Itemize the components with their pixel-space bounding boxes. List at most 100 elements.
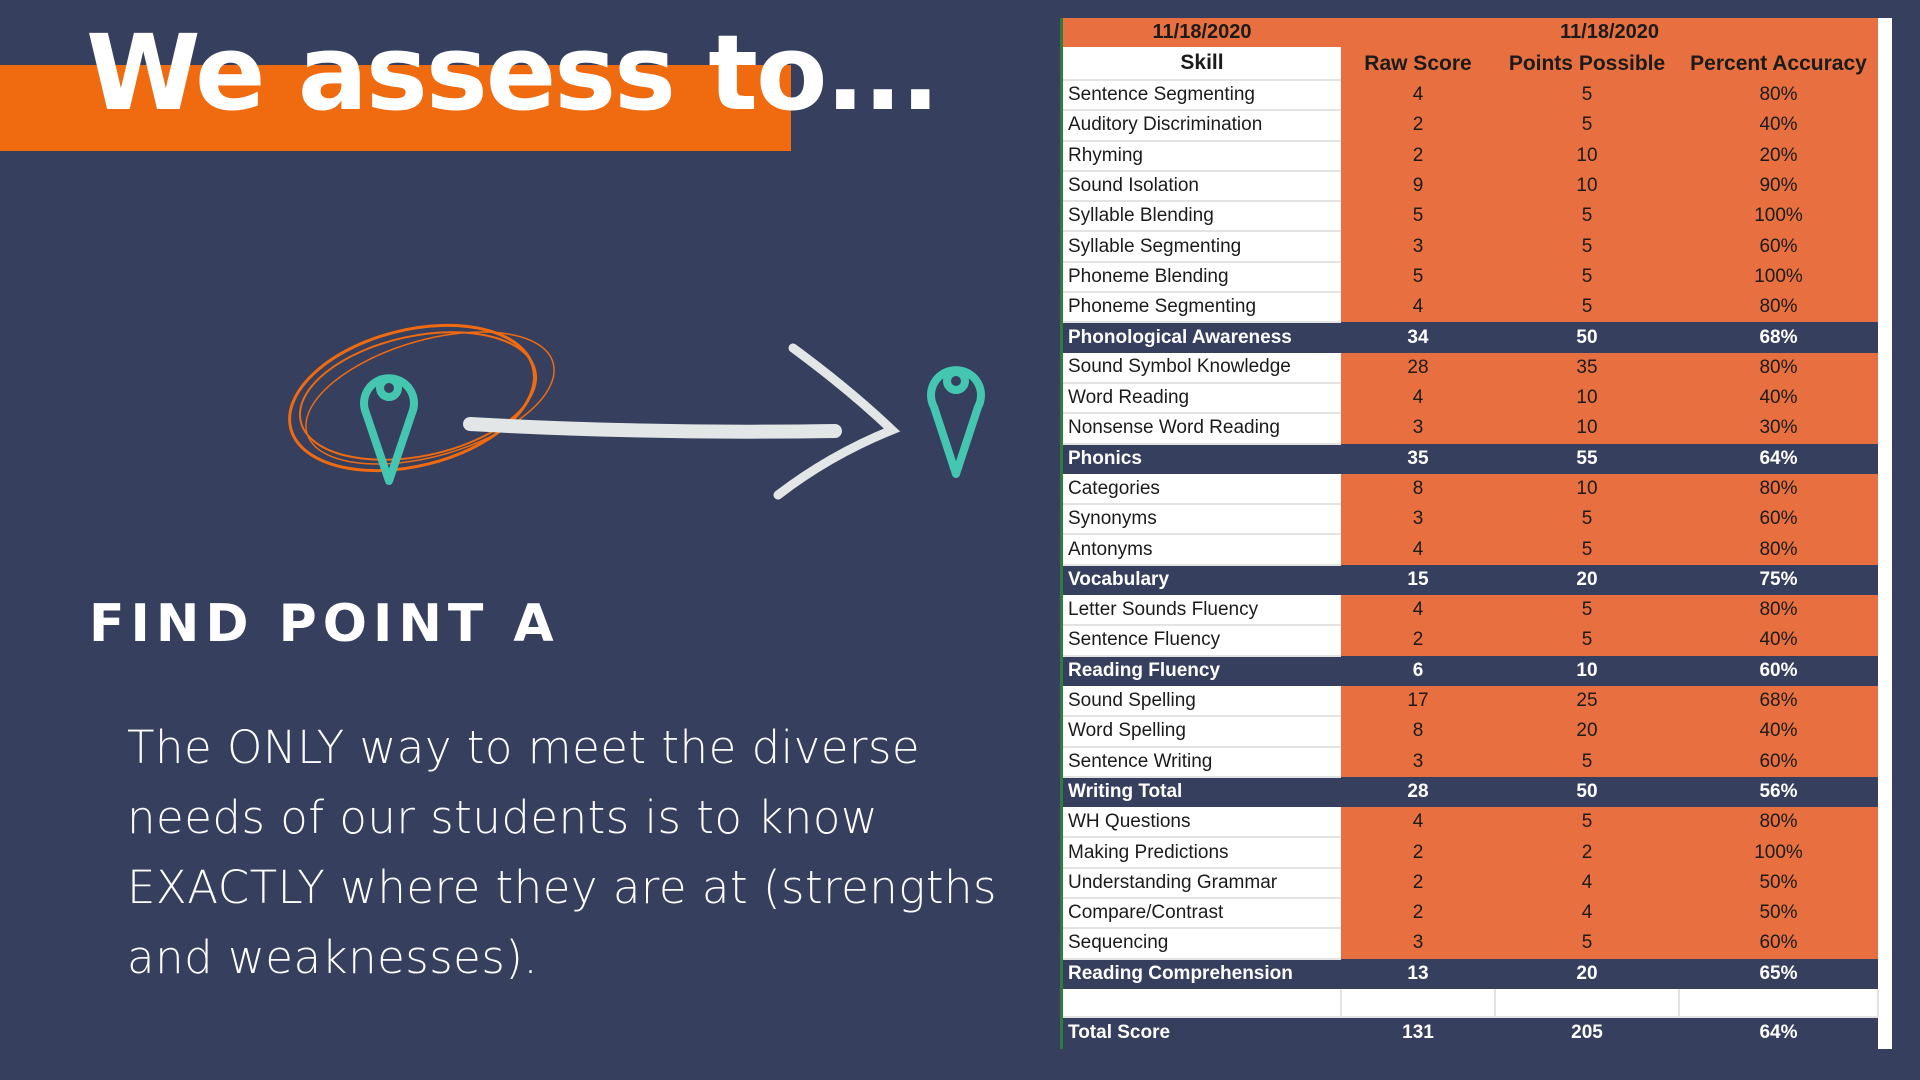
percent-accuracy-cell: 40% (1679, 110, 1879, 141)
percent-accuracy-cell: 100% (1679, 201, 1879, 232)
skill-cell: Word Reading (1063, 382, 1341, 415)
skill-cell: Making Predictions (1063, 837, 1341, 869)
skill-cell: Word Spelling (1063, 716, 1341, 748)
points-possible-cell: 20 (1495, 564, 1679, 596)
skill-cell: Phonics (1063, 443, 1341, 474)
raw-score-cell: 4 (1341, 292, 1495, 323)
raw-score-cell: 4 (1341, 382, 1495, 414)
percent-accuracy-cell: 80% (1679, 352, 1879, 383)
raw-score-cell: 4 (1341, 534, 1495, 565)
table-row: Sequencing 3 5 60% (1063, 928, 1879, 960)
points-possible-cell: 5 (1495, 261, 1679, 293)
skill-cell: Syllable Segmenting (1063, 231, 1341, 263)
subtotal-row: Writing Total 28 50 56% (1063, 776, 1879, 808)
percent-accuracy-cell: 80% (1679, 473, 1879, 505)
table-row: Compare/Contrast 2 4 50% (1063, 898, 1879, 930)
points-possible-cell: 2 (1495, 837, 1679, 868)
table-row: Word Spelling 8 20 40% (1063, 716, 1879, 748)
points-possible-cell: 4 (1495, 898, 1679, 929)
percent-accuracy-cell: 75% (1679, 564, 1879, 596)
raw-score-cell: 28 (1341, 352, 1495, 383)
raw-score-cell: 2 (1341, 625, 1495, 656)
percent-accuracy-cell: 40% (1679, 716, 1879, 747)
table-row: Sentence Segmenting 4 5 80% (1063, 80, 1879, 112)
skill-cell: Antonyms (1063, 534, 1341, 566)
percent-accuracy-cell: 20% (1679, 140, 1879, 171)
raw-score-cell: 17 (1341, 685, 1495, 717)
table-row: Sound Symbol Knowledge 28 35 80% (1063, 352, 1879, 384)
raw-score-cell: 35 (1341, 443, 1495, 474)
points-possible-cell: 5 (1495, 80, 1679, 111)
total-row: Total Score 131 205 64% (1063, 1016, 1879, 1049)
skill-cell: Sound Spelling (1063, 685, 1341, 718)
raw-score-cell: 4 (1341, 595, 1495, 626)
points-possible-cell: 25 (1495, 685, 1679, 717)
subtotal-row: Vocabulary 15 20 75% (1063, 564, 1879, 596)
raw-score-cell: 2 (1341, 140, 1495, 171)
table-row: Syllable Segmenting 3 5 60% (1063, 231, 1879, 263)
table-row: Making Predictions 2 2 100% (1063, 837, 1879, 869)
percent-accuracy-cell: 68% (1679, 685, 1879, 717)
subtotal-row: Reading Comprehension 13 20 65% (1063, 958, 1879, 989)
points-possible-cell: 5 (1495, 504, 1679, 535)
skill-cell: Syllable Blending (1063, 201, 1341, 233)
column-header-raw-score: Raw Score (1341, 47, 1495, 80)
table-row: Letter Sounds Fluency 4 5 80% (1063, 595, 1879, 627)
points-possible-cell: 5 (1495, 625, 1679, 656)
raw-score-cell: 15 (1341, 564, 1495, 596)
map-pin-icon-end (927, 366, 985, 478)
table-row: Understanding Grammar 2 4 50% (1063, 867, 1879, 900)
date-left: 11/18/2020 (1063, 18, 1341, 47)
percent-accuracy-cell: 56% (1679, 776, 1879, 808)
total-raw-score: 131 (1341, 1016, 1495, 1049)
percent-accuracy-cell: 64% (1679, 443, 1879, 474)
page-title: We assess to... (86, 12, 940, 134)
table-row: WH Questions 4 5 80% (1063, 807, 1879, 839)
skill-cell: Synonyms (1063, 504, 1341, 536)
raw-score-cell: 2 (1341, 837, 1495, 868)
raw-score-cell: 2 (1341, 867, 1495, 899)
title-highlight-bar (0, 65, 791, 151)
raw-score-cell: 9 (1341, 170, 1495, 202)
percent-accuracy-cell: 65% (1679, 958, 1879, 989)
percent-accuracy-cell: 60% (1679, 504, 1879, 535)
raw-score-cell: 3 (1341, 231, 1495, 262)
points-possible-cell: 5 (1495, 292, 1679, 323)
percent-accuracy-cell: 50% (1679, 898, 1879, 929)
percent-accuracy-cell: 40% (1679, 382, 1879, 414)
skill-cell: Phoneme Blending (1063, 261, 1341, 294)
table-row: Sound Spelling 17 25 68% (1063, 685, 1879, 718)
points-possible-cell: 50 (1495, 776, 1679, 808)
percent-accuracy-cell: 50% (1679, 867, 1879, 899)
skill-cell: Sentence Fluency (1063, 625, 1341, 657)
raw-score-cell: 13 (1341, 958, 1495, 989)
points-possible-cell: 55 (1495, 443, 1679, 474)
date-header-row: 11/18/2020 11/18/2020 (1063, 18, 1879, 47)
points-possible-cell: 5 (1495, 231, 1679, 262)
raw-score-cell: 2 (1341, 110, 1495, 141)
skill-cell: Sound Symbol Knowledge (1063, 352, 1341, 384)
table-row: Word Reading 4 10 40% (1063, 382, 1879, 415)
subtotal-row: Phonological Awareness 34 50 68% (1063, 322, 1879, 353)
column-header-percent-accuracy: Percent Accuracy (1679, 47, 1879, 80)
skill-cell: Sequencing (1063, 928, 1341, 960)
table-row: Sound Isolation 9 10 90% (1063, 170, 1879, 203)
points-possible-cell: 10 (1495, 170, 1679, 202)
section-heading: FIND POINT A (89, 594, 560, 654)
blank-row (1063, 988, 1880, 1018)
table-row: Phoneme Blending 5 5 100% (1063, 261, 1879, 294)
column-header-skill: Skill (1063, 47, 1341, 81)
date-right: 11/18/2020 (1341, 18, 1879, 47)
skill-cell: Categories (1063, 473, 1341, 506)
points-possible-cell: 5 (1495, 928, 1679, 959)
body-paragraph: The ONLY way to meet the diverse needs o… (127, 721, 997, 984)
percent-accuracy-cell: 80% (1679, 534, 1879, 565)
raw-score-cell: 8 (1341, 716, 1495, 747)
raw-score-cell: 3 (1341, 504, 1495, 535)
percent-accuracy-cell: 80% (1679, 807, 1879, 838)
percent-accuracy-cell: 30% (1679, 413, 1879, 444)
skill-cell: Sentence Writing (1063, 746, 1341, 778)
points-possible-cell: 35 (1495, 352, 1679, 383)
column-header-row: Skill Raw Score Points Possible Percent … (1063, 47, 1879, 81)
